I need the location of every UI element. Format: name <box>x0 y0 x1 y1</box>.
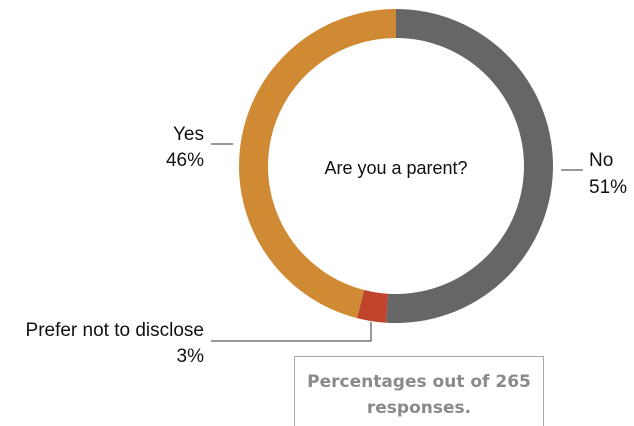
slice-no <box>386 8 554 323</box>
slice-value-prefer-not: 3% <box>177 346 205 367</box>
note-line-2: responses. <box>366 398 472 418</box>
slice-label-no: No <box>589 150 613 171</box>
donut-slices <box>239 8 554 323</box>
slice-value-yes: 46% <box>166 150 204 171</box>
slice-label-yes: Yes <box>173 124 204 145</box>
slice-prefer-not <box>356 289 388 323</box>
slice-value-no: 51% <box>589 177 627 198</box>
slice-label-prefer-not: Prefer not to disclose <box>26 320 204 341</box>
note-line-1: Percentages out of 265 <box>307 372 531 392</box>
slice-yes <box>239 9 396 319</box>
chart-title: Are you a parent? <box>324 158 467 178</box>
leader-line-prefer-not <box>211 322 372 342</box>
note-box: Percentages out of 265 responses. <box>294 356 544 426</box>
